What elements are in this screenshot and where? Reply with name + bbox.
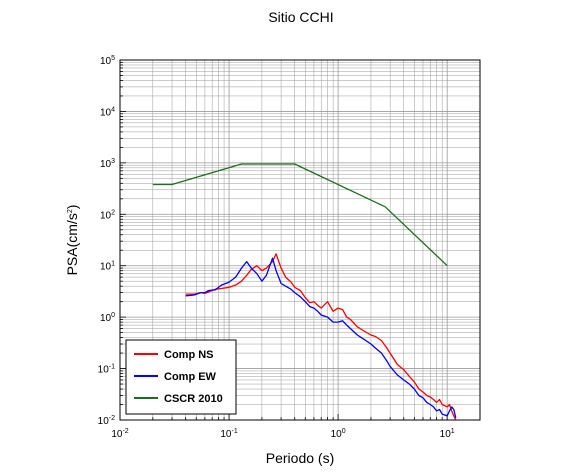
x-tick-label: 101 <box>440 428 455 440</box>
legend: Comp NS Comp EW CSCR 2010 <box>125 339 237 415</box>
y-tick-label: 102 <box>100 209 115 221</box>
y-tick-label: 104 <box>100 106 115 118</box>
y-tick-labels: 10-2 10-1 100 101 102 103 104 105 <box>98 55 115 427</box>
y-axis-label-tail: ) <box>64 205 80 210</box>
y-tick-label: 101 <box>100 261 115 273</box>
legend-label-ns: Comp NS <box>164 349 214 361</box>
y-axis-label: PSA(cm/s2) <box>64 205 80 276</box>
series-group <box>152 163 457 421</box>
legend-label-ew: Comp EW <box>164 371 217 383</box>
series-line-1 <box>185 257 457 419</box>
x-tick-label: 100 <box>331 428 346 440</box>
y-tick-label: 100 <box>100 312 115 324</box>
chart-title: Sitio CCHI <box>268 9 333 25</box>
y-tick-label: 105 <box>100 55 115 67</box>
x-tick-labels: 10-2 10-1 100 101 <box>111 428 454 440</box>
legend-label-cscr: CSCR 2010 <box>164 393 223 405</box>
series-line-0 <box>185 253 457 421</box>
y-tick-label: 10-2 <box>98 415 115 427</box>
y-axis-label-exp: 2 <box>67 209 74 213</box>
y-axis-label-base: PSA(cm/s <box>64 213 80 275</box>
x-tick-label: 10-2 <box>111 428 128 440</box>
x-tick-label: 10-1 <box>220 428 237 440</box>
y-tick-label: 103 <box>100 158 115 170</box>
x-axis-label: Periodo (s) <box>266 450 334 466</box>
plot-frame <box>119 59 481 421</box>
series-line-2 <box>152 163 448 267</box>
y-tick-label: 10-1 <box>98 364 115 376</box>
